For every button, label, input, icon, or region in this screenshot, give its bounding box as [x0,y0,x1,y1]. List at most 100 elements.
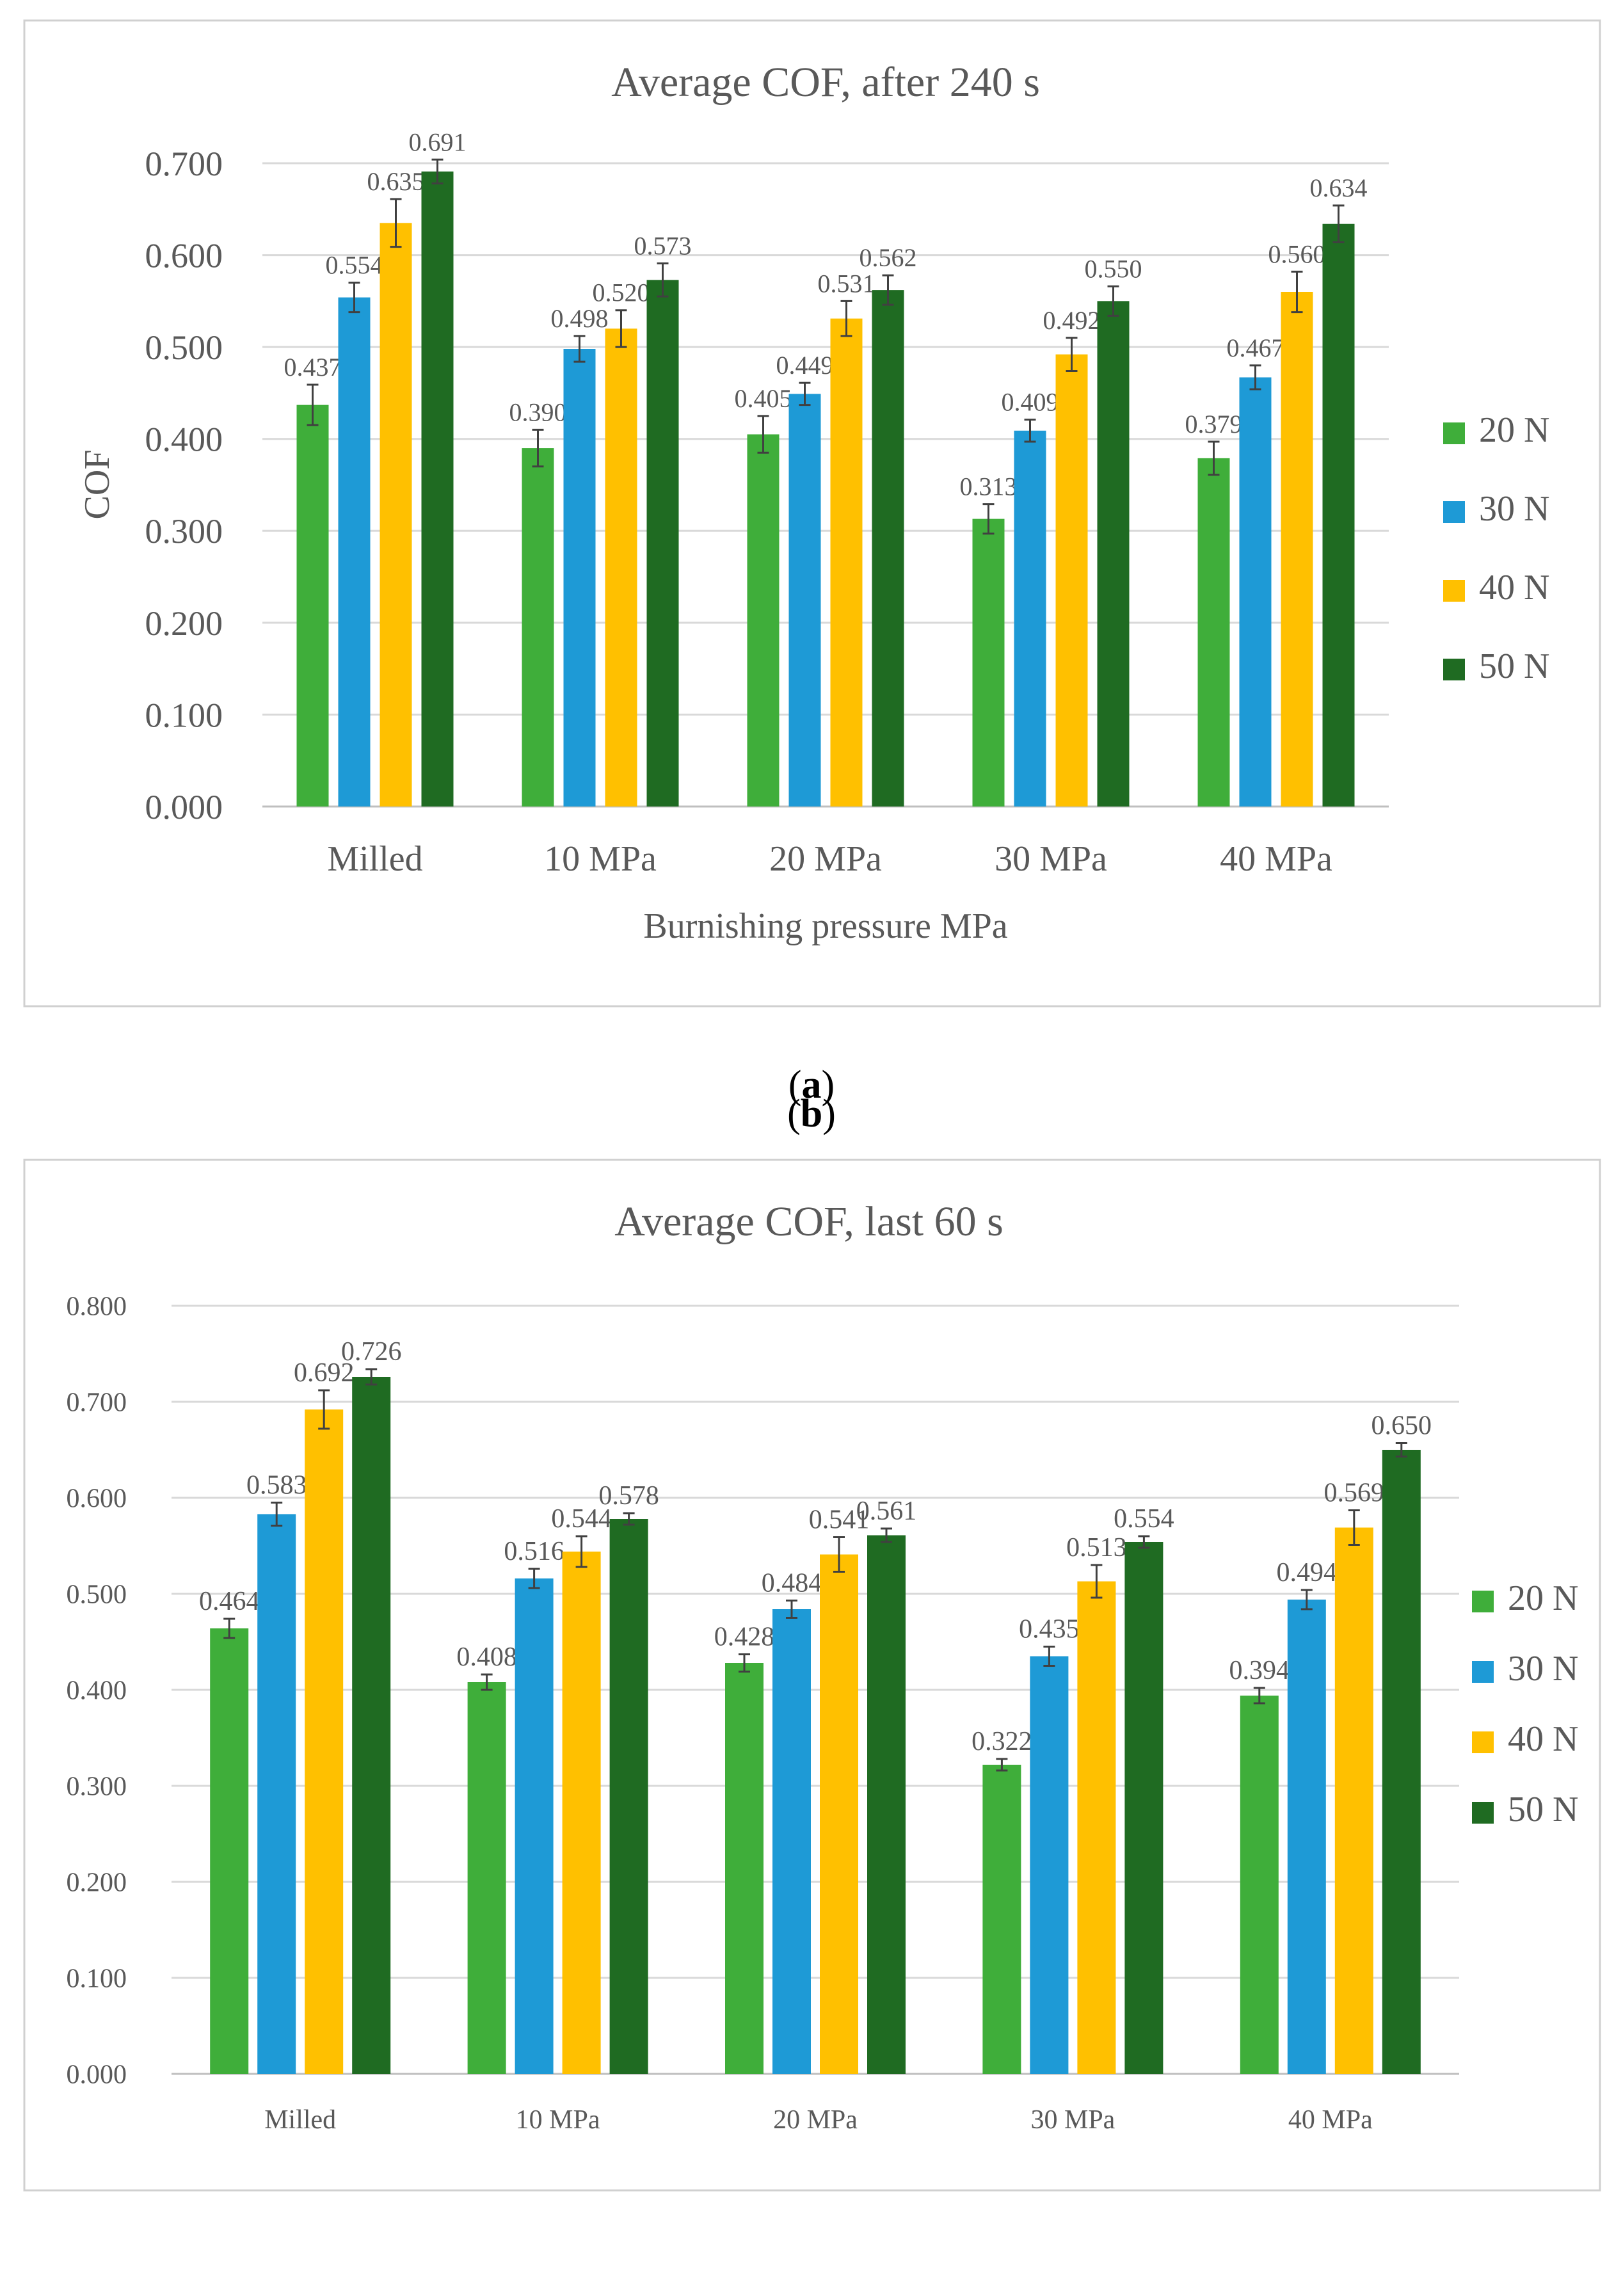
chart-b-data-label: 0.408 [456,1642,517,1672]
chart-b-y-tick-label: 0.300 [67,1772,127,1802]
chart-b-y-tick-label: 0.600 [67,1484,127,1514]
chart-b-y-tick-label: 0.700 [67,1388,127,1418]
chart-b-bar-20n [725,1663,764,2074]
chart-b-bar-30n [1287,1600,1326,2074]
chart-a-data-label: 0.520 [593,278,650,307]
chart-a-data-label: 0.560 [1268,239,1326,268]
chart-b-x-tick-label: 40 MPa [1288,2105,1373,2135]
chart-a-legend-swatch [1443,501,1465,523]
chart-a-title: Average COF, after 240 s [611,59,1040,106]
chart-b-x-tick-label: 20 MPa [773,2105,858,2135]
chart-a-bar-50n [421,171,454,807]
chart-b-bar-40n [305,1409,344,2074]
chart-a-x-tick-label: 20 MPa [769,839,882,879]
chart-b-y-tick-label: 0.800 [67,1292,127,1322]
chart-b-data-label: 0.569 [1324,1479,1385,1508]
caption-a: (a) [788,1063,835,1107]
caption-b: (b) [787,1092,836,1136]
chart-b-data-label: 0.650 [1371,1411,1432,1441]
chart-a-x-tick-label: 30 MPa [995,839,1107,879]
chart-b-x-tick-label: Milled [264,2105,336,2135]
chart-b-data-label: 0.541 [809,1505,870,1535]
chart-b-bar-40n [562,1552,601,2074]
chart-a-data-label: 0.635 [367,167,425,196]
chart-b-legend-label: 30 N [1508,1649,1578,1689]
chart-a-bar-30n [563,349,596,807]
chart-a-legend-label: 50 N [1479,646,1549,686]
chart-a-x-tick-label: 40 MPa [1220,839,1332,879]
chart-a-data-label: 0.498 [551,304,609,333]
chart-a-bar-20n [1197,458,1230,807]
chart-b-x-tick-label: 10 MPa [516,2105,600,2135]
chart-b-data-label: 0.484 [762,1569,822,1598]
chart-a-bar-50n [1097,301,1130,807]
chart-a-bar-20n [522,448,554,807]
chart-a-x-axis-label: Burnishing pressure MPa [643,906,1007,946]
chart-a-data-label: 0.390 [509,397,567,426]
chart-b-bar-20n [1240,1696,1279,2074]
chart-a-bar-50n [1322,223,1355,807]
chart-b-bar-40n [1334,1527,1373,2074]
chart-b-legend-swatch [1472,1731,1494,1753]
chart-b-legend-label: 50 N [1508,1790,1578,1829]
chart-b-data-label: 0.583 [246,1471,307,1500]
chart-a-bar-30n [338,297,371,807]
chart-b-data-label: 0.464 [199,1587,260,1616]
chart-a-bar-20n [972,518,1005,807]
chart-b-legend-swatch [1472,1802,1494,1824]
chart-b-data-label: 0.544 [551,1504,612,1534]
chart-b-bar-30n [257,1514,296,2074]
chart-a-data-label: 0.409 [1002,388,1059,417]
chart-b-data-label: 0.561 [856,1497,917,1526]
chart-b-bar-40n [820,1554,858,2074]
chart-a-bar-20n [747,434,780,807]
chart-b-data-label: 0.554 [1114,1504,1174,1534]
chart-a-data-label: 0.437 [284,353,342,381]
chart-b-data-label: 0.394 [1229,1656,1290,1685]
chart-b-data-label: 0.513 [1066,1533,1127,1562]
chart-a-bar-40n [1281,292,1313,807]
chart-a-bar-50n [646,280,679,807]
chart-a-data-label: 0.550 [1085,254,1142,283]
chart-b-bar-20n [210,1628,249,2074]
chart-a-data-label: 0.562 [859,243,917,272]
chart-b-y-tick-label: 0.100 [67,1964,127,1994]
chart-b-bar-50n [609,1519,648,2074]
chart-b-bar-20n [467,1682,506,2074]
chart-a-legend-swatch [1443,580,1465,602]
chart-a-x-tick-label: Milled [327,839,422,879]
chart-a-y-tick-label: 0.300 [145,512,223,550]
chart-b-x-tick-label: 30 MPa [1030,2105,1115,2135]
chart-b-data-label: 0.428 [714,1623,775,1652]
chart-a-data-label: 0.492 [1043,306,1101,335]
chart-a-y-tick-label: 0.100 [145,696,223,734]
chart-b-y-tick-label: 0.000 [67,2060,127,2090]
chart-b-data-label: 0.578 [598,1481,659,1511]
chart-a-data-label: 0.573 [634,231,692,260]
chart-b-y-tick-label: 0.500 [67,1580,127,1610]
chart-b-bar-30n [772,1609,811,2074]
chart-a-x-tick-label: 10 MPa [544,839,657,879]
chart-b-data-label: 0.692 [294,1358,355,1388]
chart-a-bar-20n [296,405,329,807]
chart-b-legend-swatch [1472,1661,1494,1683]
chart-a-bar-40n [380,223,412,807]
chart-b-bar-40n [1077,1581,1116,2074]
chart-a-y-tick-label: 0.200 [145,604,223,643]
chart-b-bar-30n [1030,1656,1069,2074]
chart-a-bar-30n [1014,430,1046,807]
chart-a-legend-label: 30 N [1479,489,1549,529]
chart-b-legend-label: 20 N [1508,1578,1578,1618]
chart-a-legend-label: 20 N [1479,410,1549,450]
chart-a-y-tick-label: 0.000 [145,788,223,826]
chart-b-bar-50n [352,1377,391,2074]
chart-a-bar-40n [830,318,863,807]
chart-a-bar-40n [1055,354,1088,807]
chart-b-title: Average COF, last 60 s [614,1198,1003,1245]
chart-b-data-label: 0.726 [341,1337,402,1367]
chart-a-legend-swatch [1443,659,1465,680]
chart-b-bar-50n [867,1535,906,2074]
chart-a-legend-swatch [1443,422,1465,444]
chart-b-data-label: 0.516 [504,1537,564,1566]
chart-a-y-axis-label: COF [77,450,117,520]
